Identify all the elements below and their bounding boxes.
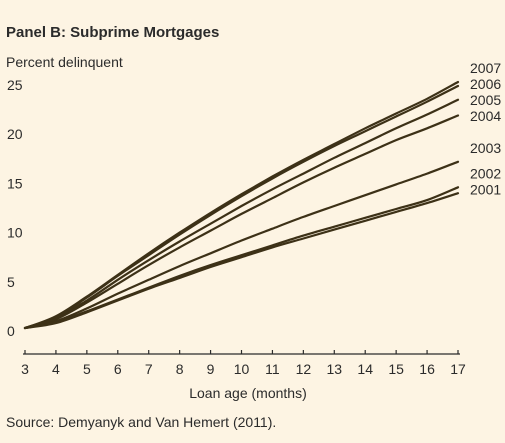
series-label-2007: 2007 (470, 60, 501, 76)
source-note: Source: Demyanyk and Van Hemert (2011). (6, 414, 276, 430)
x-tick-label: 6 (114, 361, 122, 377)
x-axis: 3 4 5 6 7 8 9 10 11 12 13 14 15 16 17 (21, 350, 466, 377)
x-tick-label: 12 (296, 361, 312, 377)
x-tick-label: 9 (207, 361, 215, 377)
x-tick-label: 11 (265, 361, 280, 377)
series-label-2001: 2001 (470, 181, 501, 197)
x-tick-label: 14 (357, 361, 373, 377)
series-line-2003 (23, 160, 460, 330)
x-tick-label: 15 (388, 361, 404, 377)
x-tick-label: 4 (52, 361, 60, 377)
y-tick-label: 0 (7, 323, 15, 339)
x-tick-label: 5 (83, 361, 91, 377)
series-line-2006 (23, 84, 460, 330)
x-tick-label: 3 (21, 361, 29, 377)
series-line-2001 (23, 192, 460, 330)
series-label-2004: 2004 (470, 108, 501, 124)
x-axis-title: Loan age (months) (189, 385, 307, 401)
series-label-2003: 2003 (470, 140, 501, 156)
series-line-2005 (23, 98, 460, 330)
y-axis: 0 5 10 15 20 25 (7, 77, 23, 339)
plot-area (23, 80, 460, 330)
x-tick-label: 8 (176, 361, 184, 377)
panel-title: Panel B: Subprime Mortgages (6, 24, 219, 41)
x-tick-label: 10 (234, 361, 250, 377)
y-tick-label: 5 (7, 274, 15, 290)
y-axis-title: Percent delinquent (6, 54, 123, 70)
series-line-2004 (23, 114, 460, 330)
x-tick-label: 16 (419, 361, 435, 377)
x-tick-label: 13 (326, 361, 342, 377)
x-tick-label: 7 (145, 361, 153, 377)
x-tick-label: 17 (450, 361, 466, 377)
y-tick-label: 15 (7, 175, 23, 191)
series-label-2005: 2005 (470, 92, 501, 108)
series-label-2002: 2002 (470, 165, 501, 181)
y-tick-label: 25 (7, 77, 23, 93)
y-tick-label: 10 (7, 225, 23, 241)
series-label-2006: 2006 (470, 76, 501, 92)
y-tick-label: 20 (7, 126, 23, 142)
